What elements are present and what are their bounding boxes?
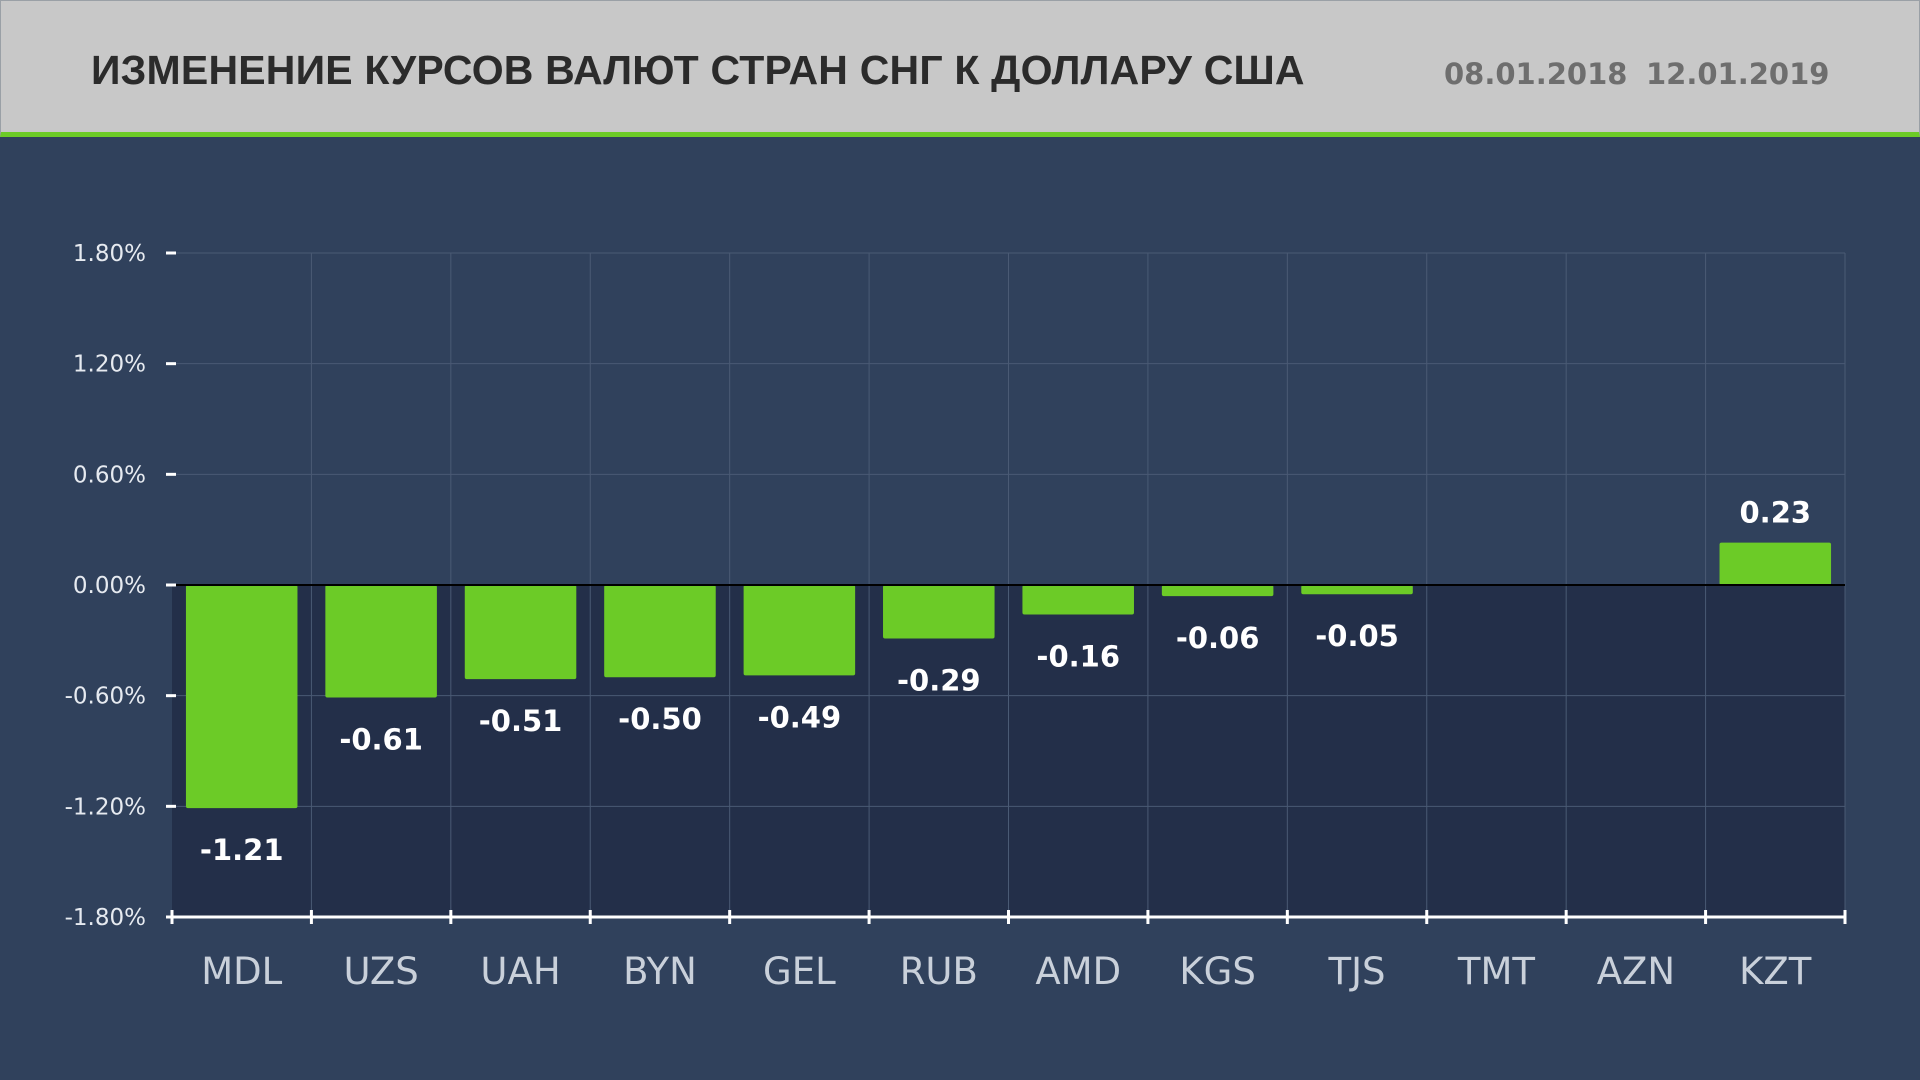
- x-tick-label-uzs: UZS: [343, 950, 418, 993]
- bar-gel: [743, 585, 856, 676]
- y-tick-label: -1.20%: [65, 794, 146, 820]
- x-tick-label-tjs: TJS: [1328, 950, 1386, 993]
- x-axis: MDL UZS UAH BYN GEL RUB AMD KGS TJS TMT AZN KZT: [170, 910, 1847, 993]
- x-tick-label-kzt: KZT: [1739, 950, 1812, 993]
- bar-amd: [1022, 585, 1134, 615]
- header-bar: ИЗМЕНЕНИЕ КУРСОВ ВАЛЮТ СТРАН СНГ К ДОЛЛА…: [0, 0, 1920, 137]
- data-label-gel: -0.49: [758, 700, 842, 734]
- page-title: ИЗМЕНЕНИЕ КУРСОВ ВАЛЮТ СТРАН СНГ К ДОЛЛА…: [91, 47, 1305, 93]
- y-tick-label: 0.60%: [73, 462, 146, 488]
- x-tick-label-mdl: MDL: [201, 950, 282, 993]
- y-tick-label: 0.00%: [73, 573, 146, 599]
- x-tick-label-byn: BYN: [623, 950, 697, 993]
- bar-kgs: [1161, 585, 1274, 597]
- date-start-label: 08.01.2018: [1444, 57, 1628, 91]
- bar-uzs: [325, 585, 437, 698]
- bar-uah: [464, 585, 577, 680]
- y-tick-label: 1.80%: [73, 241, 146, 267]
- data-label-byn: -0.50: [618, 702, 702, 736]
- x-tick-label-tmt: TMT: [1457, 950, 1536, 993]
- y-axis: 1.80% 1.20% 0.60% 0.00% -0.60% -1.20% -1.80%: [65, 241, 176, 931]
- bar-mdl: [185, 585, 298, 809]
- x-tick-label-kgs: KGS: [1179, 950, 1255, 993]
- bar-rub: [883, 585, 995, 639]
- y-tick-label: -0.60%: [65, 684, 146, 710]
- data-label-uzs: -0.61: [339, 723, 423, 757]
- y-tick-label: -1.80%: [65, 905, 146, 931]
- data-label-mdl: -1.21: [200, 833, 284, 867]
- value-labels: -1.21 -0.61 -0.51 -0.50 -0.49 -0.29 -0.16 -0.06…: [200, 496, 1811, 868]
- bar-byn: [604, 585, 716, 678]
- data-label-kgs: -0.06: [1176, 621, 1260, 655]
- bar-kzt: [1719, 542, 1832, 585]
- y-tick-label: 1.20%: [73, 352, 146, 378]
- date-end-label: 12.01.2019: [1646, 57, 1830, 91]
- data-label-tjs: -0.05: [1315, 619, 1399, 653]
- data-label-amd: -0.16: [1036, 640, 1120, 674]
- x-tick-label-rub: RUB: [900, 950, 978, 993]
- data-label-kzt: 0.23: [1740, 496, 1812, 530]
- x-tick-label-uah: UAH: [480, 950, 560, 993]
- data-label-rub: -0.29: [897, 663, 981, 697]
- x-tick-label-amd: AMD: [1035, 950, 1121, 993]
- bars-group: [172, 542, 1845, 809]
- x-tick-label-gel: GEL: [763, 950, 836, 993]
- bar-tjs: [1301, 585, 1413, 595]
- data-label-uah: -0.51: [479, 704, 563, 738]
- x-tick-label-azn: AZN: [1597, 950, 1675, 993]
